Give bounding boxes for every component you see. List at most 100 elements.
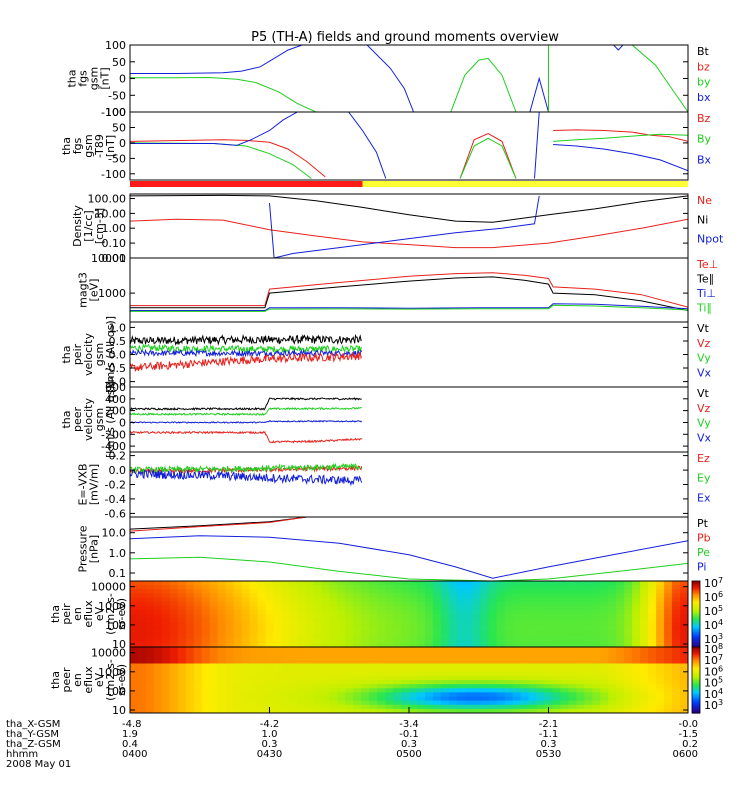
spectrogram-cell xyxy=(337,651,346,656)
spectrogram-cell xyxy=(440,630,450,636)
spectrogram-cell xyxy=(424,634,434,640)
spectrogram-cell xyxy=(528,708,538,713)
spectrogram-cell xyxy=(201,671,211,677)
spectrogram-cell xyxy=(416,684,426,689)
spectrogram-cell xyxy=(440,692,450,698)
spectrogram-cell xyxy=(584,708,593,713)
colorbar-step xyxy=(692,670,700,673)
spectrogram-cell xyxy=(432,708,442,713)
spectrogram-cell xyxy=(448,589,458,594)
legend-By: By xyxy=(697,133,712,146)
spectrogram-cell xyxy=(345,642,354,647)
spectrogram-cell xyxy=(289,638,298,644)
spectrogram-cell xyxy=(624,647,633,652)
spectrogram-cell xyxy=(161,609,171,615)
y-tick-label: 400 xyxy=(105,393,126,406)
spectrogram-cell xyxy=(201,642,211,647)
spectrogram-cell xyxy=(393,597,402,603)
y-tick-label: 0.0 xyxy=(109,464,127,477)
spectrogram-cell xyxy=(504,609,514,615)
spectrogram-cell xyxy=(600,667,609,673)
spectrogram-cell xyxy=(130,667,139,673)
y-tick-label: 50 xyxy=(112,122,126,135)
spectrogram-cell xyxy=(544,659,554,665)
colorbar-step xyxy=(692,696,700,699)
spectrogram-cell xyxy=(177,614,187,619)
spectrogram-cell xyxy=(409,692,418,698)
spectrogram-cell xyxy=(289,585,298,590)
spectrogram-cell xyxy=(321,593,330,599)
spectrogram-cell xyxy=(448,581,458,586)
legend-Pe: Pe xyxy=(697,546,710,559)
spectrogram-cell xyxy=(209,684,219,689)
spectrogram-cell xyxy=(377,634,386,640)
spectrogram-cell xyxy=(536,667,546,673)
spectrogram-cell xyxy=(608,601,617,607)
spectrogram-cell xyxy=(361,614,370,619)
spectrogram-cell xyxy=(233,593,243,599)
legend-Ex: Ex xyxy=(697,491,711,504)
spectrogram-cell xyxy=(321,618,330,623)
time-row-value: 0.2 xyxy=(682,739,698,750)
spectrogram-cell xyxy=(488,696,498,702)
spectrogram-cell xyxy=(369,647,378,652)
colorbar-step xyxy=(692,660,700,663)
spectrogram-cell xyxy=(233,684,243,689)
spectrogram-cell xyxy=(576,593,585,599)
spectrogram-cell xyxy=(393,618,402,623)
spectrogram-cell xyxy=(560,675,570,681)
spectrogram-cell xyxy=(193,597,203,603)
spectrogram-cell xyxy=(369,585,378,590)
spectrogram-cell xyxy=(265,647,275,652)
spectrogram-cell xyxy=(632,684,641,689)
spectrogram-cell xyxy=(241,667,251,673)
spectrogram-cell xyxy=(552,605,562,611)
spectrogram-cell xyxy=(488,655,498,660)
spectrogram-cell xyxy=(512,634,522,640)
spectrogram-cell xyxy=(584,696,593,702)
spectrogram-cell xyxy=(464,634,474,640)
spectrogram-cell xyxy=(409,601,418,607)
spectrogram-cell xyxy=(201,597,211,603)
spectrogram-cell xyxy=(624,585,633,590)
spectrogram-cell xyxy=(385,651,394,656)
spectrogram-cell xyxy=(177,626,187,632)
legend-Ne: Ne xyxy=(697,194,712,207)
spectrogram-cell xyxy=(409,680,418,685)
spectrogram-cell xyxy=(600,647,609,652)
spectrogram-cell xyxy=(185,655,195,660)
spectrogram-cell xyxy=(632,626,641,632)
spectrogram-cell xyxy=(576,585,585,590)
spectrogram-cell xyxy=(472,618,482,623)
spectrogram-cell xyxy=(560,696,570,702)
spectrogram-cell xyxy=(377,692,386,698)
spectrogram-cell xyxy=(409,609,418,615)
spectrogram-cell xyxy=(616,597,625,603)
spectrogram-cell xyxy=(145,642,155,647)
spectrogram-cell xyxy=(656,614,665,619)
spectrogram-cell xyxy=(289,593,298,599)
spectrogram-cell xyxy=(177,655,187,660)
spectrogram-cell xyxy=(241,680,251,685)
spectrogram-cell xyxy=(177,609,187,615)
spectrogram-cell xyxy=(432,680,442,685)
spectrogram-cell xyxy=(512,593,522,599)
spectrogram-cell xyxy=(225,609,235,615)
spectrogram-cell xyxy=(209,642,219,647)
spectrogram-cell xyxy=(544,647,554,652)
spectrogram-cell xyxy=(337,630,346,636)
spectrogram-cell xyxy=(241,663,251,669)
spectrogram-cell xyxy=(552,593,562,599)
colorbar-label: 107 xyxy=(704,653,723,667)
spectrogram-cell xyxy=(161,601,171,607)
spectrogram-cell xyxy=(137,651,147,656)
colorbar-step xyxy=(692,647,700,650)
spectrogram-cell xyxy=(456,630,466,636)
spectrogram-cell xyxy=(225,589,235,594)
spectrogram-cell xyxy=(528,655,538,660)
y-axis-label: magt3[eV] xyxy=(77,272,101,308)
spectrogram-cell xyxy=(361,618,370,623)
spectrogram-cell xyxy=(464,659,474,665)
colorbar-step xyxy=(692,605,700,608)
